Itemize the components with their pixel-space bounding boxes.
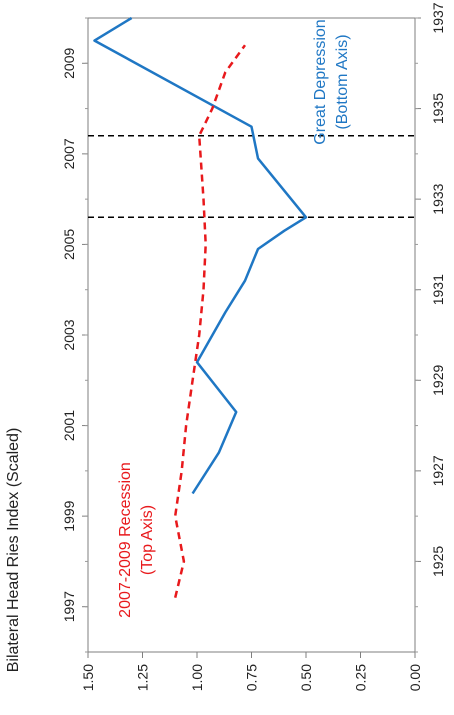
series-line-great-depression [93,16,308,495]
series-lines [93,16,308,598]
bottom-tick-label: 1933 [430,183,446,214]
bottom-tick-label: 1925 [430,546,446,577]
series-label-great-depression-line1: Great Depression [312,19,329,144]
series-label-recession-line1: 2007-2009 Recession [117,462,134,618]
value-tick-label: 1.50 [80,664,96,691]
plot-area [87,17,416,653]
top-axis: 1997 1999 2001 2003 2005 2007 2009 [61,17,88,653]
top-tick-label: 2001 [61,410,77,441]
series-label-great-depression-line2: (Bottom Axis) [334,34,351,129]
bottom-tick-label: 1931 [430,274,446,305]
value-tick-label: 0.00 [407,664,423,691]
series-label-recession-line2: (Top Axis) [139,505,156,575]
value-tick-label: 1.00 [189,664,205,691]
top-tick-label: 2003 [61,319,77,350]
value-tick-label: 1.25 [135,664,151,691]
bottom-tick-label: 1935 [430,93,446,124]
bottom-tick-label: 1927 [430,455,446,486]
series-labels: Great Depression (Bottom Axis) 2007-2009 R… [117,19,351,618]
value-tick-label: 0.75 [244,664,260,691]
value-axis: 0.00 0.25 0.50 0.75 1.00 1.25 1.50 [80,652,423,691]
bottom-tick-label: 1937 [430,2,446,33]
top-tick-label: 1997 [61,591,77,622]
y-axis-title: Bilateral Head Ries Index (Scaled) [5,428,22,673]
value-tick-label: 0.50 [298,664,314,691]
top-tick-label: 2005 [61,229,77,260]
top-tick-label: 2009 [61,48,77,79]
plot-frame [87,17,416,653]
top-tick-label: 1999 [61,500,77,531]
value-tick-label: 0.25 [353,664,369,691]
bottom-axis: 1925 1927 1929 1931 1933 1935 1937 [415,2,446,653]
top-tick-label: 2007 [61,138,77,169]
bottom-tick-label: 1929 [430,365,446,396]
reference-lines [88,134,415,219]
series-line-recession-2007-2009 [173,44,247,598]
